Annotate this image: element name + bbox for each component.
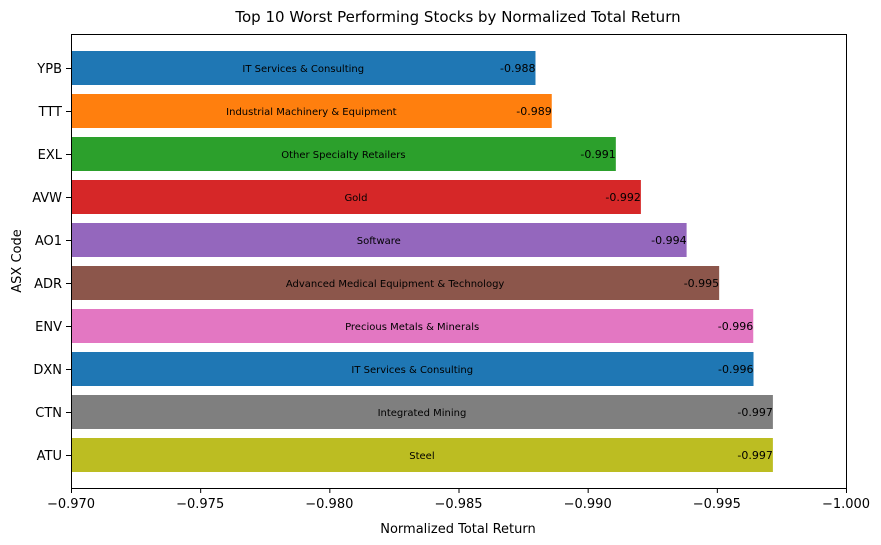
y-tick-label: EXL <box>38 148 63 163</box>
bars-layer: IT Services & Consulting -0.988 Industrial… <box>71 51 773 472</box>
value-label: -0.995 <box>684 277 719 290</box>
industry-label: IT Services & Consulting <box>242 64 364 75</box>
industry-label: Other Specialty Retailers <box>281 150 405 161</box>
y-tick-label: ATU <box>37 449 62 464</box>
value-label: -0.988 <box>500 62 535 75</box>
x-tick-label: −0.990 <box>564 497 612 512</box>
bar-exl <box>71 137 616 171</box>
value-label: -0.997 <box>737 406 772 419</box>
y-tick-label: ENV <box>35 320 62 335</box>
y-tick-label: YPB <box>36 62 62 77</box>
y-axis-label: ASX Code <box>10 229 25 292</box>
x-tick-label: −0.995 <box>693 497 741 512</box>
industry-label: Gold <box>344 193 367 204</box>
industry-label: Steel <box>409 451 434 462</box>
y-tick-label: TTT <box>38 105 62 120</box>
value-label: -0.992 <box>605 191 640 204</box>
value-label: -0.997 <box>737 449 772 462</box>
bar-ttt <box>71 94 552 128</box>
x-tick-label: −0.985 <box>434 497 482 512</box>
x-tick-label: −1.000 <box>822 497 870 512</box>
bar-adr <box>71 266 720 300</box>
value-label: -0.996 <box>718 320 753 333</box>
y-tick-label: ADR <box>34 277 62 292</box>
bar-env <box>71 309 754 343</box>
y-tick-label: AVW <box>32 191 62 206</box>
industry-label: Industrial Machinery & Equipment <box>226 107 396 118</box>
industry-label: Advanced Medical Equipment & Technology <box>286 279 505 290</box>
bar-ctn <box>71 395 773 429</box>
y-tick-label: DXN <box>33 363 62 378</box>
value-label: -0.994 <box>651 234 686 247</box>
x-tick-label: −0.970 <box>47 497 95 512</box>
value-label: -0.989 <box>516 105 551 118</box>
y-tick-label: AO1 <box>35 234 62 249</box>
x-axis-label: Normalized Total Return <box>380 522 536 537</box>
value-label: -0.991 <box>580 148 615 161</box>
bar-avw <box>71 180 641 214</box>
bar-dxn <box>71 352 754 386</box>
x-tick-label: −0.980 <box>305 497 353 512</box>
bar-ao1 <box>71 223 687 257</box>
industry-label: Software <box>357 236 401 247</box>
chart-title: Top 10 Worst Performing Stocks by Normal… <box>234 8 680 26</box>
bar-atu <box>71 438 773 472</box>
x-tick-label: −0.975 <box>176 497 224 512</box>
industry-label: Precious Metals & Minerals <box>345 322 479 333</box>
industry-label: Integrated Mining <box>378 408 467 419</box>
value-label: -0.996 <box>718 363 753 376</box>
y-tick-label: CTN <box>35 406 62 421</box>
ticks-layer: YPB TTT EXL AVW AO1 ADR ENV DXN CTN ATU −0.970 −0.9… <box>32 62 870 512</box>
bar-ypb <box>71 51 536 85</box>
industry-label: IT Services & Consulting <box>351 365 473 376</box>
